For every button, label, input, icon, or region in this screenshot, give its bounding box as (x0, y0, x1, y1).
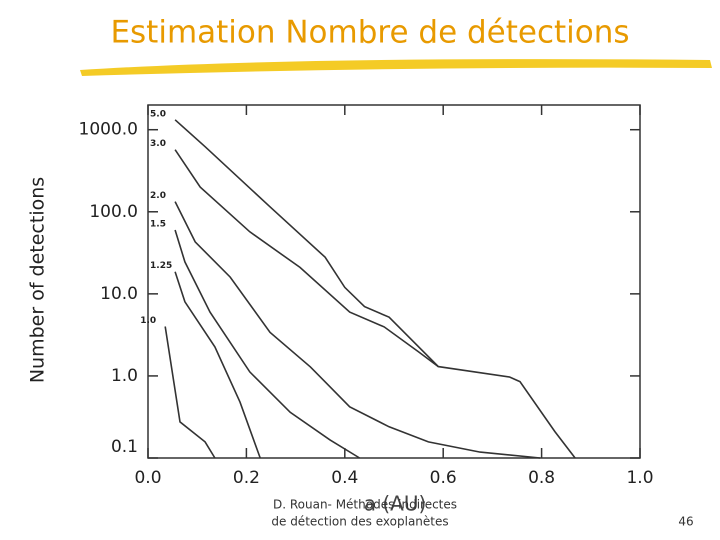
curve-label: 1.5 (150, 219, 166, 229)
y-tick-label: 100.0 (89, 202, 138, 222)
curve (164, 326, 216, 459)
curve (174, 201, 541, 459)
page-number: 46 (678, 515, 693, 529)
x-tick-label: 0.0 (134, 468, 161, 488)
curve (174, 119, 576, 459)
y-axis-label: Number of detections (27, 177, 49, 383)
curve (174, 271, 261, 459)
x-tick-label: 0.8 (528, 468, 555, 488)
curve-label: 5.0 (150, 109, 166, 119)
plot-frame (147, 104, 641, 459)
curve-label: 1.0 (140, 316, 156, 326)
x-tick-label: 0.6 (430, 468, 457, 488)
slide-title: Estimation Nombre de détections (110, 15, 629, 51)
x-axis-label: a (AU) (364, 492, 427, 516)
x-tick-label: 0.2 (233, 468, 260, 488)
y-tick-label: 1.0 (111, 366, 138, 386)
curve (174, 149, 439, 368)
footer-line: D. Rouan- Méthodes indirectes (273, 498, 457, 512)
curve-label: 2.0 (150, 191, 166, 201)
x-tick-label: 1.0 (626, 468, 653, 488)
curve-label: 3.0 (150, 139, 166, 149)
y-tick-label: 1000.0 (79, 120, 138, 140)
footer-line: de détection des exoplanètes (271, 515, 448, 529)
x-tick-label: 0.4 (331, 468, 358, 488)
curve-label: 1.25 (150, 261, 172, 271)
y-tick-label: 0.1 (111, 437, 138, 457)
title-underline (80, 59, 712, 76)
y-tick-label: 10.0 (100, 284, 138, 304)
curve (174, 229, 361, 459)
